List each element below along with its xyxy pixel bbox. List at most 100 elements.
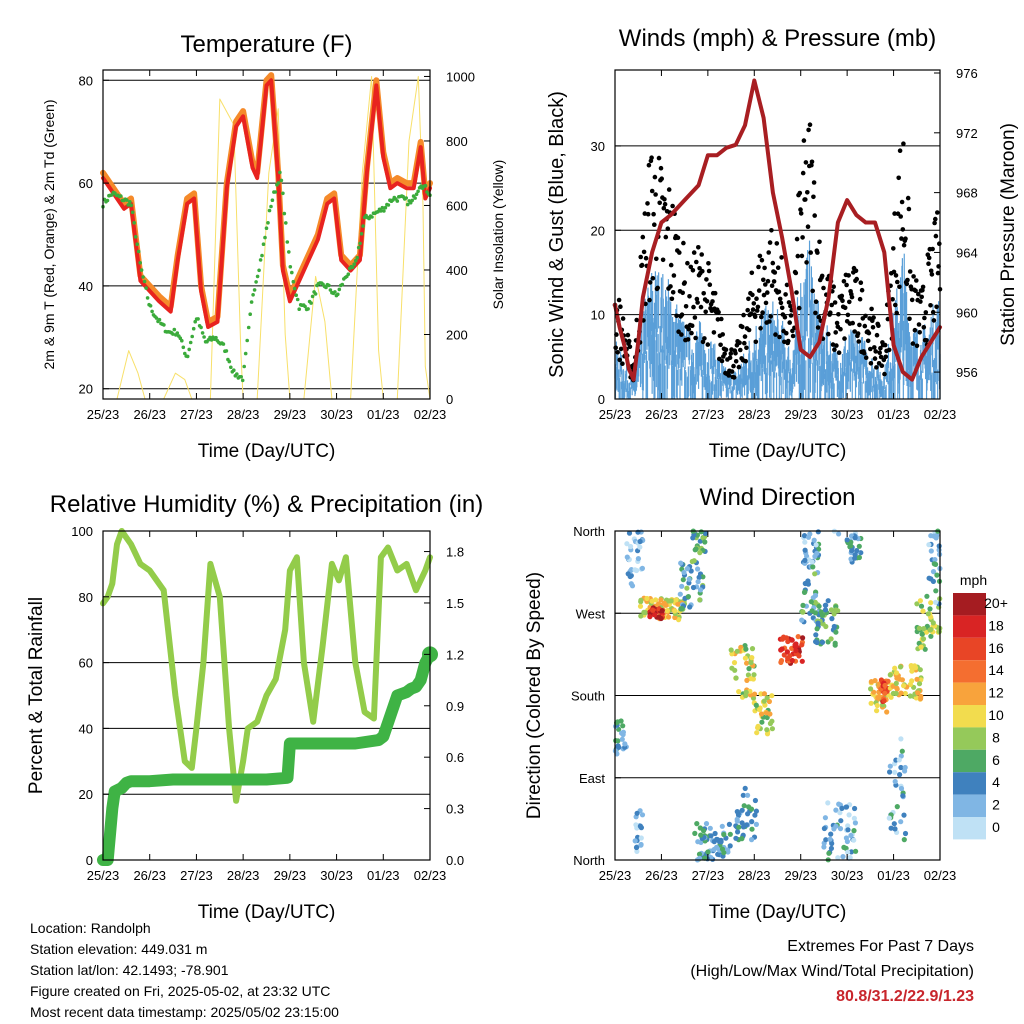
direction-point <box>769 726 776 732</box>
recent-timestamp: Most recent data timestamp: 2025/05/02 2… <box>30 1004 339 1020</box>
gust-point <box>729 369 735 374</box>
direction-point <box>888 825 894 831</box>
gust-point <box>656 155 662 161</box>
direction-point <box>733 675 739 681</box>
direction-point <box>616 744 622 750</box>
x-tick-label: 01/23 <box>367 868 400 883</box>
gust-point <box>868 361 874 366</box>
direction-point <box>848 832 854 839</box>
chart-title: Winds (mph) & Pressure (mb) <box>619 25 936 52</box>
x-tick-label: 29/23 <box>784 407 817 422</box>
dewpoint-series-point <box>255 274 260 279</box>
direction-point <box>615 738 621 744</box>
x-tick-label: 25/23 <box>599 407 632 422</box>
dewpoint-series-point <box>135 242 139 246</box>
direction-point <box>871 689 877 695</box>
direction-point <box>749 655 755 661</box>
temp-2m-line <box>101 78 432 329</box>
x-tick-label: 27/23 <box>180 407 213 422</box>
direction-point <box>638 842 644 848</box>
gust-point <box>863 313 868 319</box>
direction-point <box>897 772 903 778</box>
gust-point <box>727 355 733 361</box>
direction-point <box>853 848 859 854</box>
dewpoint-series-point <box>254 280 258 284</box>
dewpoint-series-point <box>193 319 197 324</box>
dewpoint-series-point <box>333 290 337 294</box>
chart-title: Wind Direction <box>699 484 855 511</box>
colorbar-label: 12 <box>988 685 1004 701</box>
gust-point <box>937 241 942 246</box>
gust-point <box>926 255 932 261</box>
gust-point <box>726 373 732 378</box>
gust-point <box>689 323 695 329</box>
gust-point <box>744 345 749 351</box>
direction-point <box>697 587 704 593</box>
dewpoint-series-point <box>239 375 243 379</box>
direction-point <box>898 819 904 825</box>
gust-point <box>697 266 702 271</box>
dewpoint-series-point <box>328 288 333 292</box>
direction-point <box>915 690 921 696</box>
direction-point <box>736 689 742 695</box>
y2-tick-label: 0 <box>446 392 453 407</box>
gust-point <box>817 239 822 245</box>
gust-point <box>782 314 788 320</box>
gust-point <box>811 180 817 185</box>
direction-point <box>752 797 759 804</box>
gust-point <box>720 332 725 337</box>
direction-point <box>852 805 858 812</box>
y-tick-label: 80 <box>79 73 93 88</box>
direction-point <box>685 594 692 600</box>
direction-point <box>814 626 820 632</box>
dewpoint-series-point <box>145 296 150 300</box>
direction-point <box>744 660 750 666</box>
direction-point <box>813 632 819 638</box>
y-tick-label: West <box>576 606 606 621</box>
gust-point <box>705 342 711 347</box>
dewpoint-series-point <box>287 250 291 254</box>
direction-point <box>807 531 813 537</box>
gust-point <box>692 315 698 320</box>
direction-point <box>764 727 770 733</box>
gust-point <box>716 309 721 315</box>
direction-point <box>887 763 893 769</box>
y-axis-label: Percent & Total Rainfall <box>26 597 47 794</box>
gust-point <box>693 335 698 341</box>
gust-point <box>870 325 876 330</box>
gust-point <box>641 249 647 255</box>
dewpoint-series-point <box>292 286 297 291</box>
dewpoint-series-point <box>264 226 269 230</box>
gust-point <box>686 326 692 332</box>
direction-point <box>712 830 718 837</box>
direction-point <box>914 601 920 607</box>
gust-point <box>877 350 882 356</box>
gust-point <box>677 250 682 255</box>
gust-point <box>775 265 781 271</box>
dewpoint-series-point <box>136 249 141 254</box>
direction-point <box>835 855 841 861</box>
direction-point <box>634 810 640 816</box>
dewpoint-series-point <box>352 262 357 267</box>
gust-point <box>681 240 686 246</box>
dewpoint-series-point <box>209 338 214 342</box>
direction-point <box>751 672 757 678</box>
gust-point <box>742 334 748 339</box>
direction-point <box>697 825 703 831</box>
gust-point <box>905 277 910 283</box>
gust-point <box>876 323 881 329</box>
direction-point <box>784 649 791 655</box>
gust-point <box>625 332 631 338</box>
y2-tick-label: 964 <box>956 245 978 260</box>
direction-point <box>766 698 773 705</box>
direction-point <box>843 835 850 841</box>
gust-point <box>811 194 816 200</box>
direction-point <box>928 633 934 639</box>
gust-point <box>874 332 880 338</box>
direction-point <box>810 564 816 570</box>
direction-point <box>819 639 826 645</box>
direction-point <box>644 595 650 602</box>
dewpoint-series-point <box>309 301 313 305</box>
gust-point <box>618 304 623 310</box>
